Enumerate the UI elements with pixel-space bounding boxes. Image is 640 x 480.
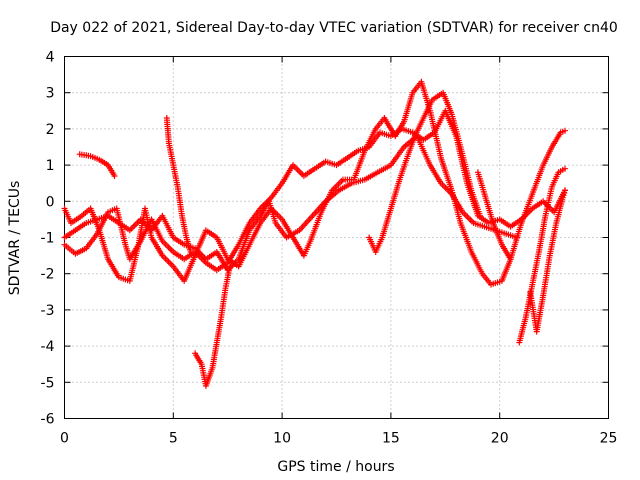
series-track-e <box>192 263 233 389</box>
y-tick-label: 3 <box>46 86 55 102</box>
y-tick-label: -1 <box>41 231 55 247</box>
series-track-f <box>61 133 521 274</box>
y-tick-label: 1 <box>46 158 55 174</box>
x-tick-label: 5 <box>169 431 178 447</box>
x-tick-label: 15 <box>382 431 400 447</box>
x-axis-label: GPS time / hours <box>277 459 394 475</box>
x-tick-label: 25 <box>600 431 618 447</box>
data-points <box>61 78 568 389</box>
series-track-g <box>366 89 484 255</box>
y-axis-tick-labels: -6 -5 -4 -3 -2 -1 0 1 2 3 4 <box>41 50 55 428</box>
data-point-marker <box>477 212 484 219</box>
y-tick-label: 0 <box>46 194 55 210</box>
y-tick-label: 4 <box>46 50 55 66</box>
y-tick-label: 2 <box>46 122 55 138</box>
y-tick-label: -3 <box>41 303 55 319</box>
data-point-marker <box>111 173 118 179</box>
y-tick-label: -5 <box>41 375 55 391</box>
data-point-marker <box>187 249 194 255</box>
data-point-marker <box>514 234 521 241</box>
series-track-i <box>516 165 568 346</box>
chart-title: Day 022 of 2021, Sidereal Day-to-day VTE… <box>50 20 618 36</box>
series-track-j <box>527 187 568 335</box>
series-track-b <box>61 78 568 288</box>
series-track-h <box>474 169 514 263</box>
data-point-marker <box>562 165 568 172</box>
data-point-marker <box>562 127 568 134</box>
y-tick-label: -6 <box>41 412 55 428</box>
data-point-marker <box>562 187 568 194</box>
y-tick-label: -2 <box>41 267 55 283</box>
grid <box>64 56 609 419</box>
x-tick-label: 10 <box>273 431 291 447</box>
y-axis-label: SDTVAR / TECUs <box>7 181 23 296</box>
x-tick-label: 0 <box>60 431 69 447</box>
data-point-marker <box>507 256 514 263</box>
x-axis-tick-labels: 0 5 10 15 20 25 <box>60 431 617 447</box>
y-tick-label: -4 <box>41 339 55 355</box>
series-track-c <box>76 151 118 179</box>
series-track-d <box>163 115 194 255</box>
x-tick-label: 20 <box>491 431 509 447</box>
